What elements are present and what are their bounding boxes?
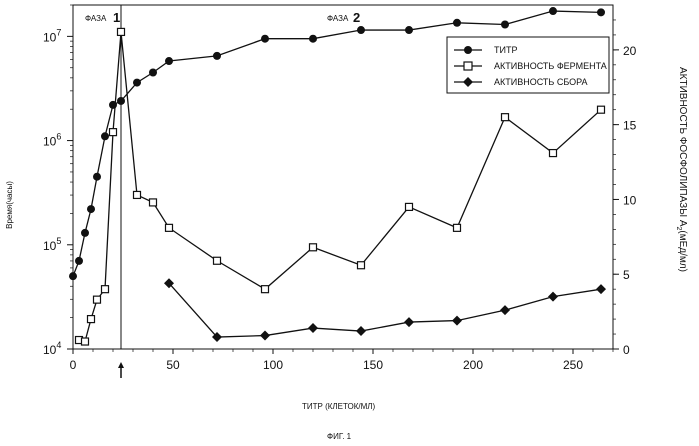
data-point-enzyme [598, 106, 605, 113]
data-point-titr [309, 35, 317, 43]
data-point-titr [133, 79, 141, 87]
data-point-titr [213, 52, 221, 60]
y-right-tick-label: 10 [623, 193, 637, 207]
data-point-harvest [596, 284, 606, 294]
data-point-enzyme [118, 28, 125, 35]
data-point-enzyme [150, 199, 157, 206]
x-axis-ticks: 0 50 100 150 200 250 [70, 349, 613, 372]
data-point-titr [165, 57, 173, 65]
data-point-enzyme [110, 129, 117, 136]
phase-2-number: 2 [353, 10, 360, 25]
phase-1-label: ФАЗА [85, 14, 107, 23]
y-right-tick-label: 20 [623, 44, 637, 58]
y-right-tick-label: 0 [623, 343, 630, 357]
phase-arrow-icon [118, 362, 124, 378]
x-tick-label: 250 [563, 358, 583, 372]
data-point-enzyme [214, 257, 221, 264]
phase-2-label: ФАЗА [327, 14, 349, 23]
series-line-2 [169, 283, 601, 337]
data-point-titr [117, 97, 125, 105]
legend-marker-titr [464, 46, 472, 54]
y-left-tick-label: 106 [43, 132, 61, 149]
y-left-tick-label: 105 [43, 236, 61, 253]
data-point-titr [501, 20, 509, 28]
data-point-harvest [404, 317, 414, 327]
phase-1-number: 1 [113, 10, 120, 25]
x-tick-label: 50 [166, 358, 180, 372]
data-point-enzyme [550, 150, 557, 157]
y-right-tick-label: 15 [623, 119, 637, 133]
data-point-enzyme [310, 244, 317, 251]
legend-label-enzyme: АКТИВНОСТЬ ФЕРМЕНТА [494, 61, 607, 71]
data-point-titr [597, 8, 605, 16]
data-point-harvest [260, 331, 270, 341]
data-point-harvest [356, 326, 366, 336]
data-point-enzyme [166, 224, 173, 231]
data-point-titr [87, 205, 95, 213]
y-right-tick-label: 5 [623, 268, 630, 282]
data-point-titr [109, 101, 117, 109]
x-tick-label: 200 [463, 358, 483, 372]
data-point-titr [81, 229, 89, 237]
data-point-enzyme [358, 262, 365, 269]
y-left-axis-label: Время(часы) [5, 181, 14, 229]
data-point-titr [75, 257, 83, 265]
data-point-enzyme [102, 286, 109, 293]
data-point-titr [261, 35, 269, 43]
data-point-titr [453, 19, 461, 27]
x-axis-label: ТИТР (КЛЕТОК/МЛ) [302, 402, 376, 411]
data-point-harvest [308, 323, 318, 333]
data-point-enzyme [88, 316, 95, 323]
data-point-titr [149, 69, 157, 77]
data-point-enzyme [82, 338, 89, 345]
data-point-titr [93, 173, 101, 181]
y-left-tick-label: 104 [43, 340, 61, 357]
legend-label-titr: ТИТР [494, 45, 517, 55]
data-point-enzyme [94, 296, 101, 303]
y-right-axis-ticks: 0 5 10 15 20 [613, 20, 637, 357]
legend-label-harvest: АКТИВНОСТЬ СБОРА [494, 77, 588, 87]
data-point-enzyme [502, 114, 509, 121]
data-point-titr [69, 272, 77, 280]
data-point-harvest [500, 305, 510, 315]
legend-marker-enzyme [464, 62, 472, 70]
data-point-enzyme [262, 286, 269, 293]
data-point-harvest [452, 316, 462, 326]
y-right-axis-label: АКТИВНОСТЬ ФОСФОЛИПАЗЫ А2(мЕд/мл) [675, 67, 688, 272]
data-point-titr [357, 26, 365, 34]
data-point-enzyme [454, 224, 461, 231]
data-point-enzyme [406, 203, 413, 210]
data-point-titr [549, 7, 557, 15]
data-point-titr [405, 26, 413, 34]
y-left-axis-ticks: 104 105 106 107 [43, 5, 73, 357]
x-tick-label: 100 [263, 358, 283, 372]
legend: ТИТР АКТИВНОСТЬ ФЕРМЕНТА АКТИВНОСТЬ СБОР… [447, 37, 609, 93]
y-left-tick-label: 107 [43, 27, 61, 44]
data-point-titr [101, 132, 109, 140]
x-tick-label: 150 [363, 358, 383, 372]
figure-caption: ФИГ. 1 [327, 432, 352, 441]
data-point-enzyme [134, 191, 141, 198]
data-point-harvest [548, 292, 558, 302]
x-tick-label: 0 [70, 358, 77, 372]
